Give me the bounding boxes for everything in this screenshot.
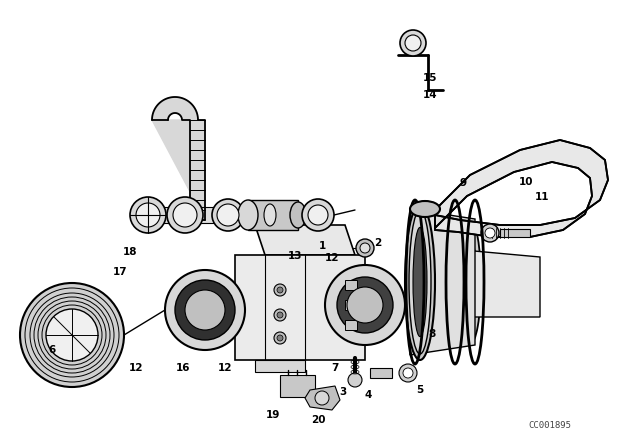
Circle shape (347, 287, 383, 323)
Text: 2: 2 (374, 238, 381, 248)
Polygon shape (255, 225, 355, 255)
Circle shape (274, 309, 286, 321)
Text: 4: 4 (364, 390, 372, 400)
Circle shape (481, 224, 499, 242)
Circle shape (274, 332, 286, 344)
Bar (198, 207, 243, 223)
Text: 1: 1 (318, 241, 326, 251)
Ellipse shape (413, 228, 427, 336)
Text: 14: 14 (422, 90, 437, 100)
Polygon shape (305, 386, 340, 410)
Text: 6: 6 (49, 345, 56, 355)
Circle shape (360, 243, 370, 253)
Circle shape (315, 391, 329, 405)
Circle shape (399, 364, 417, 382)
Circle shape (173, 203, 197, 227)
Text: 5: 5 (417, 385, 424, 395)
Ellipse shape (405, 204, 435, 360)
Circle shape (175, 280, 235, 340)
Ellipse shape (409, 210, 431, 354)
Text: 12: 12 (218, 363, 232, 373)
Bar (235, 255, 365, 360)
Circle shape (356, 239, 374, 257)
Bar (255, 360, 305, 372)
Circle shape (308, 205, 328, 225)
Ellipse shape (410, 201, 440, 217)
Text: 7: 7 (332, 363, 339, 373)
Bar (345, 280, 357, 290)
Polygon shape (152, 97, 205, 220)
Bar (500, 229, 530, 237)
Text: 18: 18 (123, 247, 137, 257)
Text: 9: 9 (460, 178, 467, 188)
Circle shape (348, 373, 362, 387)
Circle shape (400, 30, 426, 56)
Circle shape (167, 197, 203, 233)
Text: 19: 19 (266, 410, 280, 420)
Text: 10: 10 (519, 177, 533, 187)
Circle shape (277, 312, 283, 318)
Circle shape (130, 197, 166, 233)
Circle shape (277, 287, 283, 293)
Circle shape (136, 203, 160, 227)
Polygon shape (430, 247, 540, 317)
Circle shape (20, 283, 124, 387)
Ellipse shape (264, 204, 276, 226)
Polygon shape (435, 140, 608, 237)
Circle shape (302, 199, 334, 231)
Text: 16: 16 (176, 363, 190, 373)
Text: 20: 20 (311, 415, 325, 425)
Bar (345, 300, 357, 310)
Circle shape (325, 265, 405, 345)
Circle shape (403, 368, 413, 378)
Text: 12: 12 (129, 363, 143, 373)
Ellipse shape (238, 200, 258, 230)
Polygon shape (410, 209, 475, 355)
Text: 17: 17 (113, 267, 127, 277)
Circle shape (485, 228, 495, 238)
Polygon shape (370, 368, 392, 378)
Text: 15: 15 (423, 73, 437, 83)
Circle shape (46, 309, 98, 361)
Bar (148, 207, 198, 223)
Text: 3: 3 (339, 387, 347, 397)
Circle shape (405, 35, 421, 51)
Text: 11: 11 (535, 192, 549, 202)
Text: 13: 13 (288, 251, 302, 261)
Text: 8: 8 (428, 329, 436, 339)
Text: CC001895: CC001895 (529, 421, 572, 430)
Circle shape (165, 270, 245, 350)
Bar (345, 320, 357, 330)
Circle shape (217, 204, 239, 226)
Ellipse shape (290, 202, 306, 228)
Ellipse shape (463, 239, 477, 325)
Circle shape (337, 277, 393, 333)
Ellipse shape (459, 220, 481, 345)
Circle shape (212, 199, 244, 231)
Circle shape (277, 335, 283, 341)
Bar (248, 200, 298, 230)
Text: 12: 12 (324, 253, 339, 263)
Bar (280, 375, 315, 397)
Circle shape (185, 290, 225, 330)
Circle shape (274, 284, 286, 296)
